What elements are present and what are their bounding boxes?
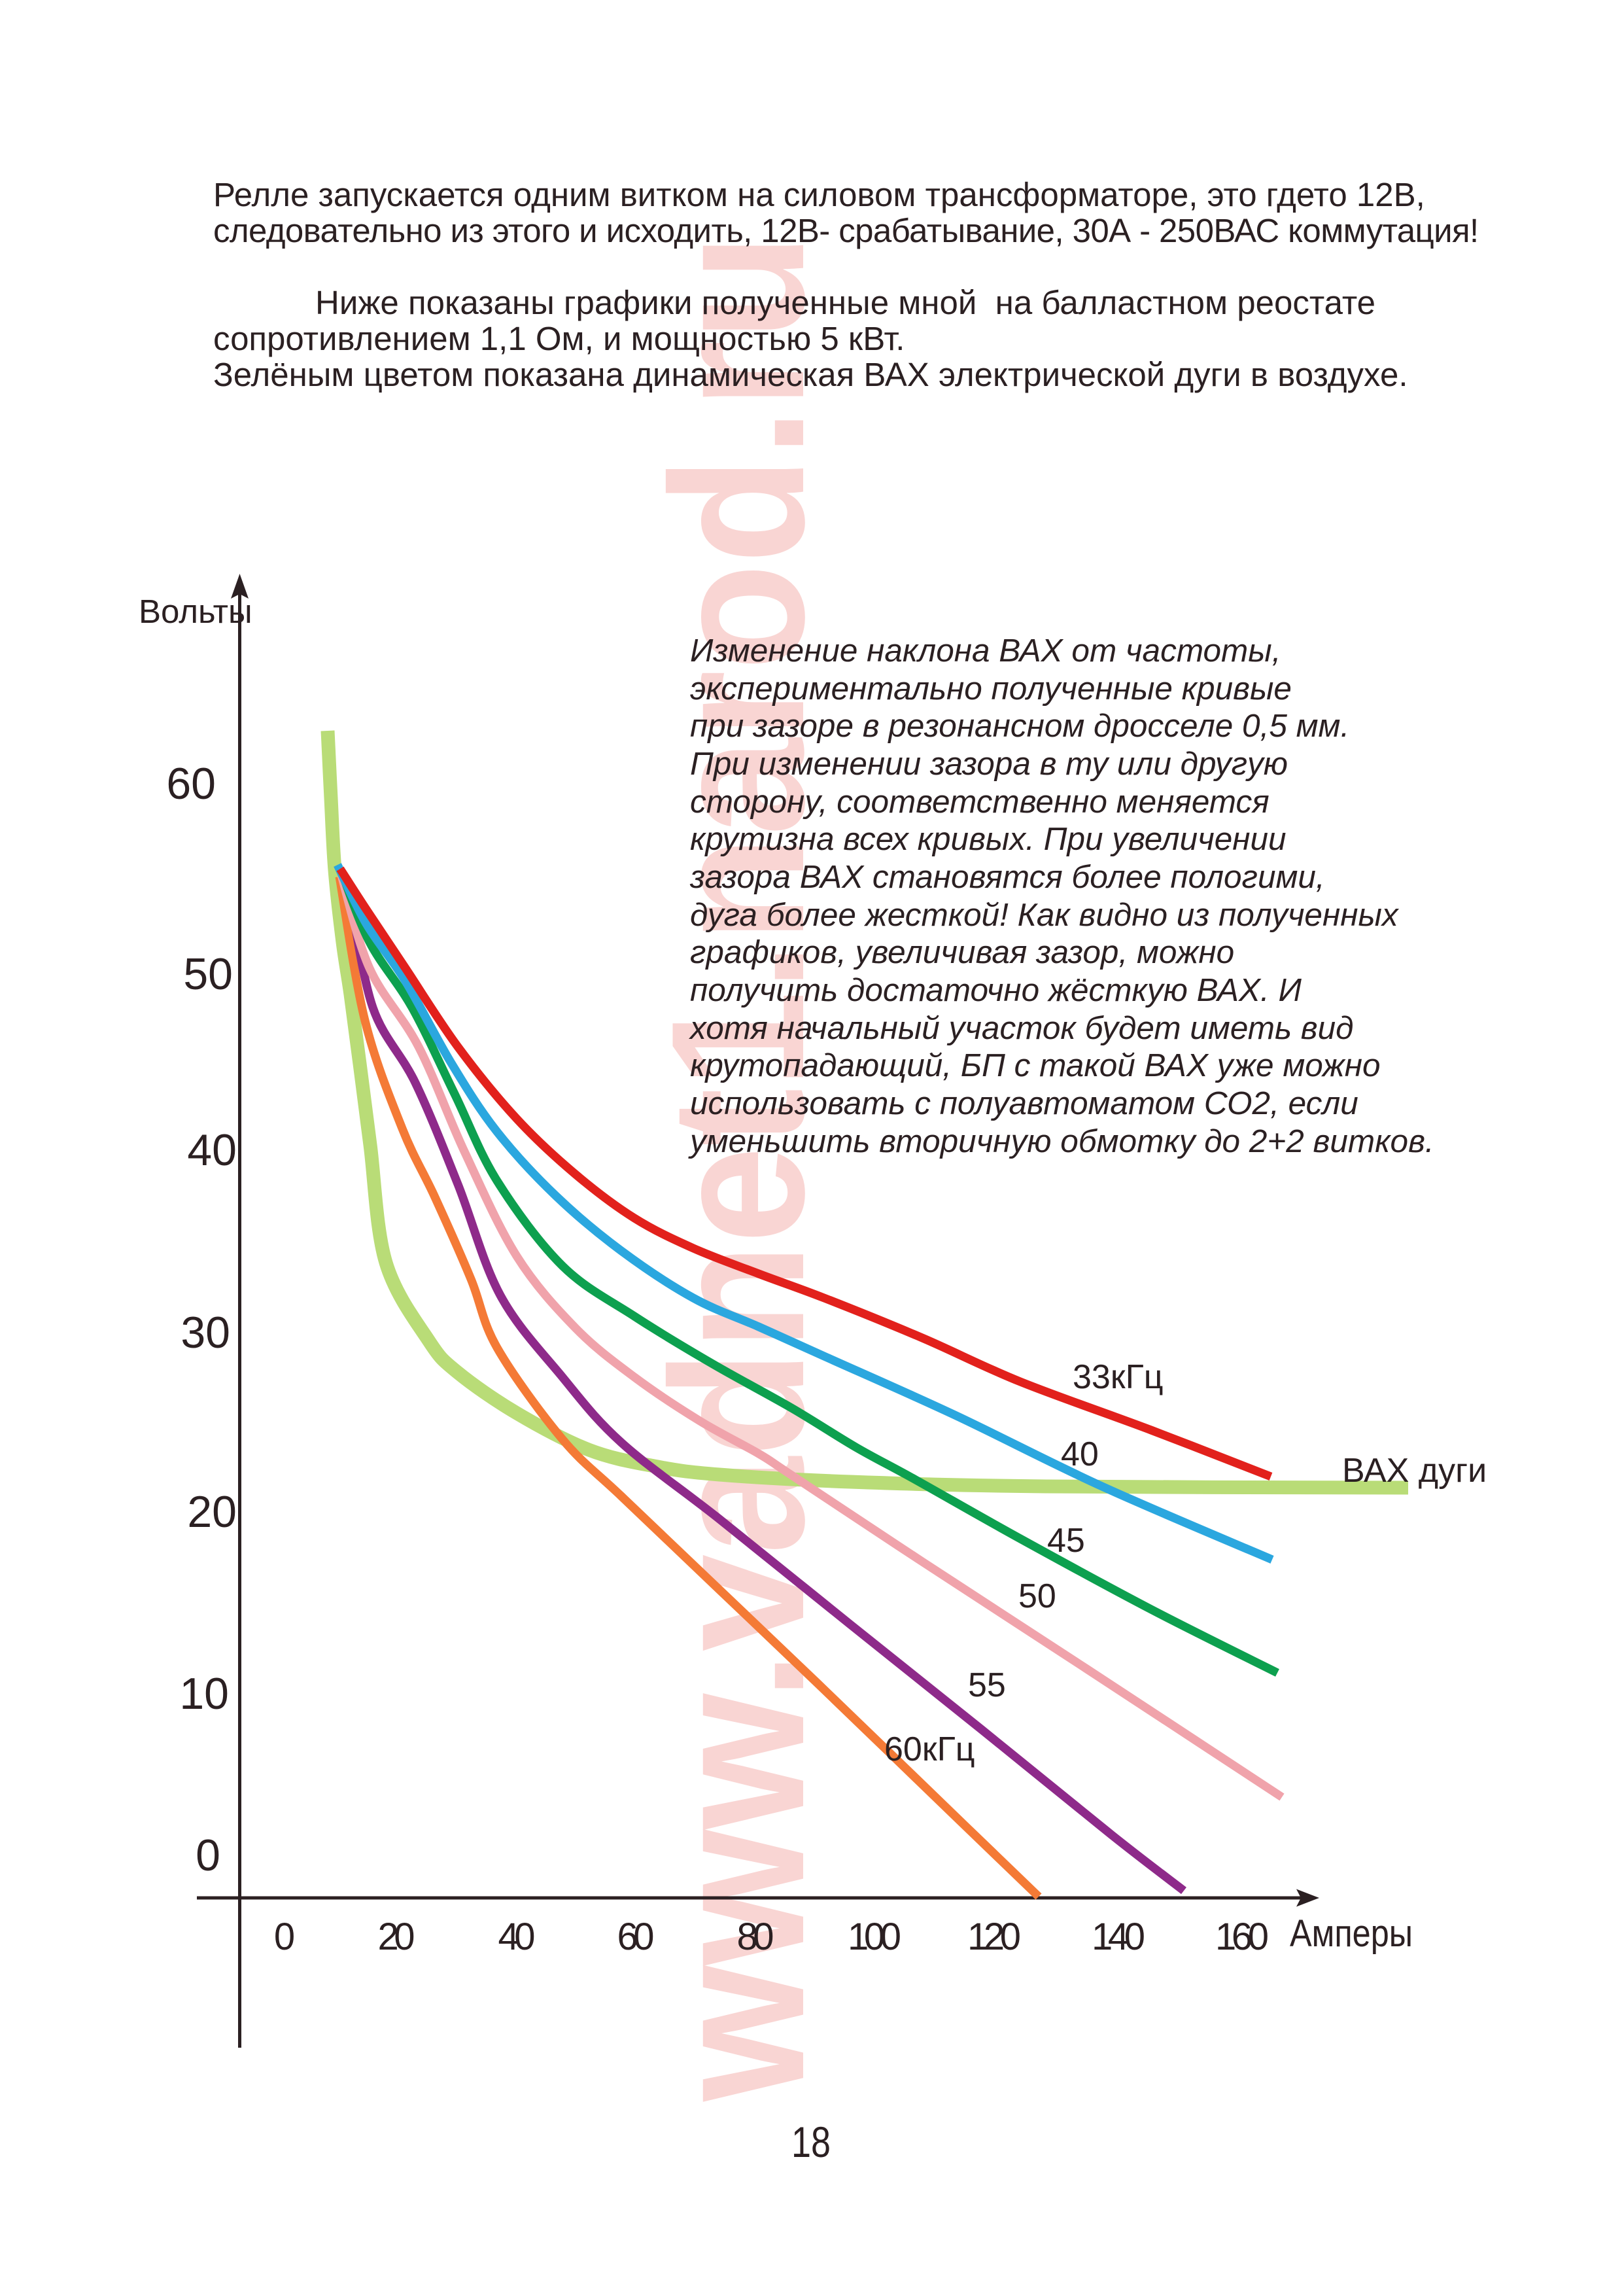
svg-text:30: 30 [181, 1308, 230, 1358]
svg-text:использовать с полуавтоматом С: использовать с полуавтоматом СО2, если [690, 1085, 1358, 1121]
svg-text:0: 0 [196, 1831, 220, 1880]
svg-text:получить достаточно жёсткую ВА: получить достаточно жёсткую ВАХ. И [690, 972, 1302, 1008]
svg-text:при зазоре в резонансном дросс: при зазоре в резонансном дросселе 0,5 мм… [690, 708, 1349, 744]
svg-text:60: 60 [617, 1916, 655, 1958]
svg-text:33кГц: 33кГц [1073, 1358, 1164, 1396]
svg-text:сопротивлением 1,1 Ом, и мощно: сопротивлением 1,1 Ом, и мощностью 5 кВт… [213, 320, 905, 357]
svg-text:Зелёным цветом показана динами: Зелёным цветом показана динамическая ВАХ… [213, 356, 1408, 393]
svg-text:следовательно из этого и исход: следовательно из этого и исходить, 12В- … [213, 212, 1479, 249]
svg-text:графиков, увеличивая зазор, мо: графиков, увеличивая зазор, можно [690, 934, 1234, 970]
svg-text:40: 40 [498, 1916, 536, 1958]
svg-text:140: 140 [1092, 1916, 1145, 1958]
svg-text:60: 60 [166, 759, 216, 809]
svg-text:Релле запускается одним витком: Релле запускается одним витком на силово… [213, 176, 1425, 213]
svg-text:50: 50 [1018, 1577, 1056, 1615]
svg-text:0: 0 [274, 1916, 295, 1958]
svg-text:Изменение наклона ВАХ от часто: Изменение наклона ВАХ от частоты, [690, 633, 1281, 669]
svg-text:20: 20 [378, 1916, 415, 1958]
svg-text:уменьшить вторичную обмотку до: уменьшить вторичную обмотку до 2+2 витко… [688, 1123, 1434, 1159]
svg-text:дуга более жесткой! Как видно: дуга более жесткой! Как видно из получен… [690, 897, 1400, 933]
svg-text:18: 18 [791, 2118, 831, 2166]
svg-text:160: 160 [1215, 1916, 1269, 1958]
svg-text:экспериментально полученные кр: экспериментально полученные кривые [690, 671, 1292, 707]
svg-text:80: 80 [737, 1916, 774, 1958]
svg-text:60кГц: 60кГц [884, 1730, 975, 1768]
svg-text:Вольты: Вольты [139, 593, 252, 630]
svg-text:120: 120 [967, 1916, 1021, 1958]
svg-text:20: 20 [187, 1487, 237, 1537]
svg-text:50: 50 [183, 949, 233, 999]
svg-text:ВАХ дуги: ВАХ дуги [1342, 1452, 1487, 1490]
svg-text:хотя начальный участок будет и: хотя начальный участок будет иметь вид [689, 1010, 1354, 1046]
svg-text:40: 40 [187, 1125, 237, 1175]
svg-text:55: 55 [968, 1666, 1006, 1704]
svg-text:10: 10 [179, 1669, 229, 1719]
svg-text:45: 45 [1047, 1522, 1085, 1560]
svg-text:При изменении зазора в ту или: При изменении зазора в ту или другую [690, 746, 1288, 782]
svg-text:Амперы: Амперы [1290, 1912, 1413, 1955]
svg-text:40: 40 [1061, 1435, 1099, 1473]
svg-text:сторону, соответственно меняет: сторону, соответственно меняется [690, 784, 1270, 820]
svg-text:100: 100 [848, 1916, 901, 1958]
svg-text:крутизна всех кривых. При увел: крутизна всех кривых. При увеличении [690, 821, 1287, 857]
svg-text:зазора ВАХ становятся более по: зазора ВАХ становятся более пологими, [689, 859, 1325, 895]
svg-text:Ниже показаны графики полученн: Ниже показаны графики полученные мной на… [315, 284, 1375, 321]
svg-text:www.vadnet1.narod.ru: www.vadnet1.narod.ru [632, 234, 844, 2104]
svg-text:крутопадающий, БП с такой ВАХ: крутопадающий, БП с такой ВАХ уже можно [690, 1047, 1381, 1083]
